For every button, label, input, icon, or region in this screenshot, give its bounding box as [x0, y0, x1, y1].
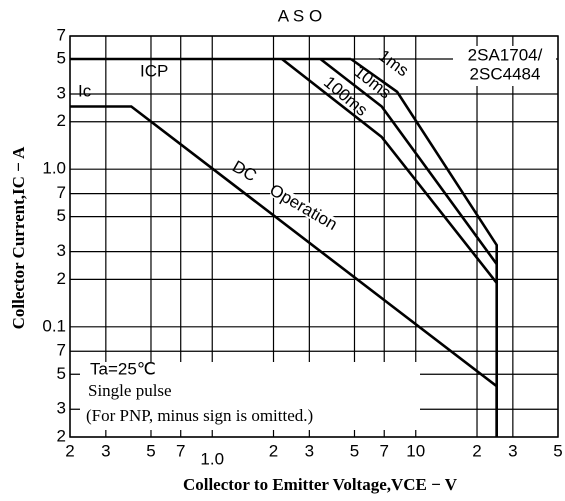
- x-tick-label: 1.0: [200, 449, 224, 468]
- x-tick-label: 10: [406, 441, 425, 460]
- y-tick-label: 2: [57, 111, 66, 130]
- x-axis-label: Collector to Emitter Voltage,VCE − V: [183, 475, 458, 494]
- x-tick-label: 3: [101, 441, 110, 460]
- y-tick-label: 3: [57, 83, 66, 102]
- device-box: [453, 46, 556, 86]
- y-tick-label: 5: [57, 49, 66, 68]
- x-tick-label: 3: [305, 441, 314, 460]
- series-line: [70, 105, 498, 437]
- x-tick-label: 5: [553, 441, 562, 460]
- device-label: 2SA1704/: [468, 45, 543, 64]
- x-tick-label: 5: [146, 441, 155, 460]
- y-tick-label: 3: [57, 399, 66, 418]
- y-tick-label: 5: [57, 206, 66, 225]
- plot-frame: [69, 35, 559, 438]
- x-tick-label: 7: [176, 441, 185, 460]
- y-tick-label: 1.0: [42, 159, 66, 178]
- series-line: [281, 57, 498, 284]
- annotation: Operation: [266, 180, 340, 234]
- x-tick-label: 2: [65, 441, 74, 460]
- y-axis-label: Collector Current,IC − A: [9, 146, 28, 330]
- chart-title: A S O: [278, 6, 322, 25]
- y-tick-label: 7: [57, 341, 66, 360]
- series-line: [319, 57, 498, 265]
- note: Single pulse: [88, 381, 172, 400]
- y-tick-label: 7: [57, 183, 66, 202]
- y-tick-label: 0.1: [42, 316, 66, 335]
- series-layer: [70, 57, 498, 437]
- y-tick-label: 2: [57, 269, 66, 288]
- series-label: DC: [229, 157, 260, 186]
- x-tick-label: 7: [379, 441, 388, 460]
- note-box: [80, 362, 420, 430]
- annotation: Ic: [78, 81, 92, 100]
- note: Ta=25℃: [90, 359, 156, 378]
- x-tick-label: 2: [472, 441, 481, 460]
- label-bg: [269, 183, 337, 231]
- device-label: 2SC4484: [470, 64, 541, 83]
- series-label: ICP: [140, 61, 168, 80]
- y-tick-label: 2: [57, 426, 66, 445]
- x-tick-label: 2: [269, 441, 278, 460]
- y-tick-label: 5: [57, 364, 66, 383]
- x-tick-label: 3: [508, 441, 517, 460]
- y-tick-label: 7: [57, 25, 66, 44]
- x-tick-label: 5: [350, 441, 359, 460]
- series-line: [350, 57, 498, 437]
- y-tick-label: 3: [57, 241, 66, 260]
- note: (For PNP, minus sign is omitted.): [86, 406, 313, 425]
